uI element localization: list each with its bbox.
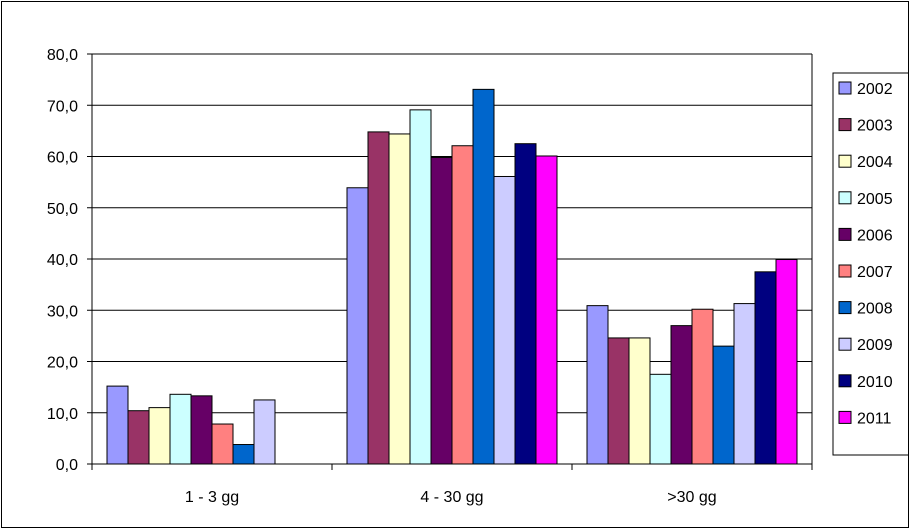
- bar-2007-2: [691, 308, 714, 465]
- bar-2008-0: [232, 444, 255, 465]
- y-tick-label: 0,0: [56, 457, 78, 474]
- y-tick-label: 80,0: [47, 47, 78, 64]
- legend-label-2009: 2009: [857, 337, 893, 354]
- legend-label-2007: 2007: [857, 264, 893, 281]
- bar-2006-2: [670, 325, 693, 465]
- y-tick-label: 20,0: [47, 355, 78, 372]
- bar-2003-2: [607, 337, 630, 465]
- bar-2006-1: [430, 157, 453, 465]
- bar-2009-1: [493, 175, 516, 465]
- bar-2006-0: [190, 395, 213, 465]
- legend-swatch-2011: [838, 410, 852, 424]
- axes: 0,0 10,0 20,0 30,0 40,0 50,0 60,0 70,0 80,0 1 - 3…: [47, 47, 813, 506]
- y-tick-label: 30,0: [47, 303, 78, 320]
- legend-label-2005: 2005: [857, 191, 893, 208]
- legend-label-2008: 2008: [857, 301, 893, 318]
- y-tick-label: 50,0: [47, 201, 78, 218]
- y-tick-label: 40,0: [47, 252, 78, 269]
- bar-2009-2: [733, 303, 756, 465]
- bar-2004-1: [388, 133, 411, 465]
- x-tick-label: 4 - 30 gg: [420, 489, 483, 506]
- bars: [106, 88, 798, 465]
- bar-2003-0: [127, 410, 150, 465]
- legend-swatch-2004: [838, 154, 852, 168]
- legend-label-2010: 2010: [857, 374, 893, 391]
- legend-swatch-2006: [838, 227, 852, 241]
- bar-2009-0: [253, 399, 276, 465]
- legend-label-2006: 2006: [857, 227, 893, 244]
- bar-2002-2: [586, 305, 609, 465]
- bar-2004-2: [628, 337, 651, 465]
- legend-swatch-2005: [838, 191, 852, 205]
- bar-2005-2: [649, 373, 672, 465]
- legend-label-2002: 2002: [857, 81, 893, 98]
- bar-2004-0: [148, 407, 171, 465]
- legend-swatch-2009: [838, 337, 852, 351]
- bar-2010-1: [514, 143, 537, 465]
- legend-swatch-2010: [838, 374, 852, 388]
- bar-2008-1: [472, 88, 495, 465]
- legend-swatch-2003: [838, 118, 852, 132]
- bar-2002-1: [346, 187, 369, 465]
- legend-label-2011: 2011: [857, 410, 892, 427]
- legend-label-2003: 2003: [857, 118, 893, 135]
- bar-2008-2: [712, 345, 735, 465]
- x-tick-label: >30 gg: [667, 489, 716, 506]
- legend-box: [832, 72, 910, 456]
- legend-swatch-2002: [838, 81, 852, 95]
- y-tick-label: 10,0: [47, 406, 78, 423]
- y-tick-label: 60,0: [47, 150, 78, 167]
- bar-2005-1: [409, 109, 432, 465]
- bar-2011-1: [535, 155, 558, 465]
- bar-2003-1: [367, 131, 390, 465]
- legend: 2002 2003 2004 2005 2006 2007 2008 2009 2010 2011: [832, 72, 910, 456]
- bar-2005-0: [169, 393, 192, 465]
- y-tick-label: 70,0: [47, 98, 78, 115]
- bar-2010-2: [754, 271, 777, 465]
- bar-2007-0: [211, 423, 234, 465]
- bar-2011-2: [775, 259, 798, 465]
- legend-swatch-2007: [838, 264, 852, 278]
- legend-swatch-2008: [838, 301, 852, 315]
- legend-label-2004: 2004: [857, 154, 893, 171]
- x-tick-label: 1 - 3 gg: [185, 489, 239, 506]
- bar-2002-0: [106, 385, 129, 465]
- bar-2007-1: [451, 145, 474, 465]
